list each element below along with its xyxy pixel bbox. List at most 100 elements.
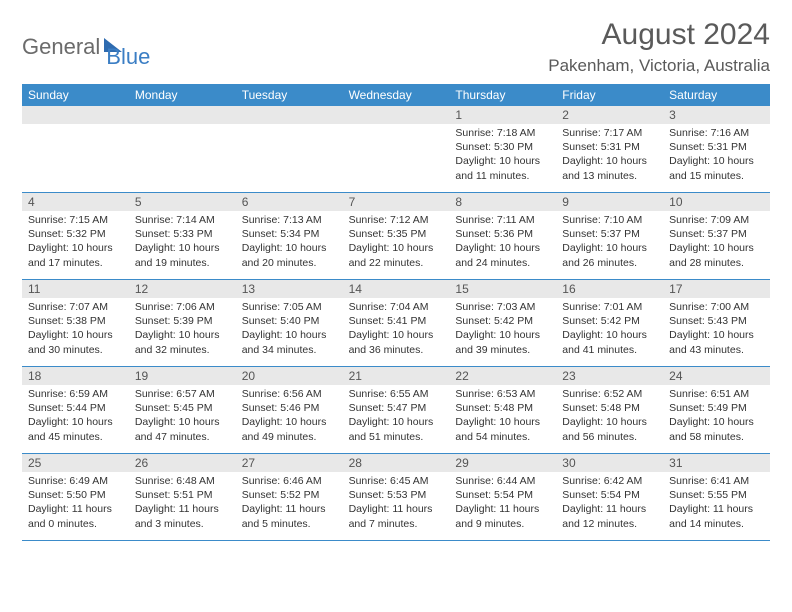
- sunrise-text: Sunrise: 7:11 AM: [455, 213, 550, 227]
- daylight-text: Daylight: 11 hours and 5 minutes.: [242, 502, 337, 530]
- day-cell: 25Sunrise: 6:49 AMSunset: 5:50 PMDayligh…: [22, 454, 129, 540]
- sunrise-text: Sunrise: 6:53 AM: [455, 387, 550, 401]
- day-details: Sunrise: 7:16 AMSunset: 5:31 PMDaylight:…: [663, 124, 770, 187]
- sunrise-text: Sunrise: 7:00 AM: [669, 300, 764, 314]
- day-cell: 9Sunrise: 7:10 AMSunset: 5:37 PMDaylight…: [556, 193, 663, 279]
- daylight-text: Daylight: 10 hours and 17 minutes.: [28, 241, 123, 269]
- sunrise-text: Sunrise: 6:56 AM: [242, 387, 337, 401]
- day-number: 30: [556, 454, 663, 472]
- day-details: Sunrise: 7:15 AMSunset: 5:32 PMDaylight:…: [22, 211, 129, 274]
- daylight-text: Daylight: 11 hours and 0 minutes.: [28, 502, 123, 530]
- sunrise-text: Sunrise: 6:49 AM: [28, 474, 123, 488]
- day-number: 31: [663, 454, 770, 472]
- day-number: 9: [556, 193, 663, 211]
- day-number: 20: [236, 367, 343, 385]
- day-number: 25: [22, 454, 129, 472]
- sunrise-text: Sunrise: 6:41 AM: [669, 474, 764, 488]
- weekday-wednesday: Wednesday: [343, 84, 450, 106]
- day-details: Sunrise: 7:17 AMSunset: 5:31 PMDaylight:…: [556, 124, 663, 187]
- sunset-text: Sunset: 5:46 PM: [242, 401, 337, 415]
- day-cell: [236, 106, 343, 192]
- day-number: 10: [663, 193, 770, 211]
- sunrise-text: Sunrise: 7:05 AM: [242, 300, 337, 314]
- weekday-monday: Monday: [129, 84, 236, 106]
- day-number: [22, 106, 129, 124]
- sunset-text: Sunset: 5:41 PM: [349, 314, 444, 328]
- day-number: 8: [449, 193, 556, 211]
- sunrise-text: Sunrise: 7:13 AM: [242, 213, 337, 227]
- sunset-text: Sunset: 5:39 PM: [135, 314, 230, 328]
- sunset-text: Sunset: 5:37 PM: [562, 227, 657, 241]
- day-cell: 23Sunrise: 6:52 AMSunset: 5:48 PMDayligh…: [556, 367, 663, 453]
- weekday-sunday: Sunday: [22, 84, 129, 106]
- day-cell: 22Sunrise: 6:53 AMSunset: 5:48 PMDayligh…: [449, 367, 556, 453]
- weekday-header-row: Sunday Monday Tuesday Wednesday Thursday…: [22, 84, 770, 106]
- week-row: 25Sunrise: 6:49 AMSunset: 5:50 PMDayligh…: [22, 454, 770, 541]
- day-details: Sunrise: 6:46 AMSunset: 5:52 PMDaylight:…: [236, 472, 343, 535]
- day-number: 26: [129, 454, 236, 472]
- sunrise-text: Sunrise: 6:48 AM: [135, 474, 230, 488]
- day-number: 14: [343, 280, 450, 298]
- sunset-text: Sunset: 5:48 PM: [562, 401, 657, 415]
- day-number: [343, 106, 450, 124]
- day-details: Sunrise: 6:49 AMSunset: 5:50 PMDaylight:…: [22, 472, 129, 535]
- daylight-text: Daylight: 11 hours and 9 minutes.: [455, 502, 550, 530]
- day-details: Sunrise: 6:42 AMSunset: 5:54 PMDaylight:…: [556, 472, 663, 535]
- daylight-text: Daylight: 10 hours and 34 minutes.: [242, 328, 337, 356]
- day-cell: 29Sunrise: 6:44 AMSunset: 5:54 PMDayligh…: [449, 454, 556, 540]
- weeks-container: 1Sunrise: 7:18 AMSunset: 5:30 PMDaylight…: [22, 106, 770, 541]
- daylight-text: Daylight: 10 hours and 43 minutes.: [669, 328, 764, 356]
- daylight-text: Daylight: 10 hours and 13 minutes.: [562, 154, 657, 182]
- day-cell: 30Sunrise: 6:42 AMSunset: 5:54 PMDayligh…: [556, 454, 663, 540]
- day-details: Sunrise: 6:44 AMSunset: 5:54 PMDaylight:…: [449, 472, 556, 535]
- day-number: 11: [22, 280, 129, 298]
- logo-text-general: General: [22, 34, 100, 60]
- day-details: Sunrise: 6:52 AMSunset: 5:48 PMDaylight:…: [556, 385, 663, 448]
- daylight-text: Daylight: 10 hours and 51 minutes.: [349, 415, 444, 443]
- day-number: 18: [22, 367, 129, 385]
- day-details: Sunrise: 7:14 AMSunset: 5:33 PMDaylight:…: [129, 211, 236, 274]
- daylight-text: Daylight: 10 hours and 47 minutes.: [135, 415, 230, 443]
- sunrise-text: Sunrise: 6:45 AM: [349, 474, 444, 488]
- day-number: [236, 106, 343, 124]
- day-number: 27: [236, 454, 343, 472]
- day-details: Sunrise: 7:05 AMSunset: 5:40 PMDaylight:…: [236, 298, 343, 361]
- sunrise-text: Sunrise: 7:18 AM: [455, 126, 550, 140]
- daylight-text: Daylight: 10 hours and 54 minutes.: [455, 415, 550, 443]
- daylight-text: Daylight: 10 hours and 26 minutes.: [562, 241, 657, 269]
- day-details: Sunrise: 6:56 AMSunset: 5:46 PMDaylight:…: [236, 385, 343, 448]
- sunset-text: Sunset: 5:43 PM: [669, 314, 764, 328]
- day-number: 28: [343, 454, 450, 472]
- daylight-text: Daylight: 10 hours and 39 minutes.: [455, 328, 550, 356]
- day-number: 24: [663, 367, 770, 385]
- sunset-text: Sunset: 5:54 PM: [562, 488, 657, 502]
- day-number: 6: [236, 193, 343, 211]
- day-cell: 26Sunrise: 6:48 AMSunset: 5:51 PMDayligh…: [129, 454, 236, 540]
- day-details: Sunrise: 6:53 AMSunset: 5:48 PMDaylight:…: [449, 385, 556, 448]
- day-cell: [343, 106, 450, 192]
- daylight-text: Daylight: 10 hours and 20 minutes.: [242, 241, 337, 269]
- week-row: 18Sunrise: 6:59 AMSunset: 5:44 PMDayligh…: [22, 367, 770, 454]
- daylight-text: Daylight: 10 hours and 41 minutes.: [562, 328, 657, 356]
- sunset-text: Sunset: 5:35 PM: [349, 227, 444, 241]
- day-details: Sunrise: 6:45 AMSunset: 5:53 PMDaylight:…: [343, 472, 450, 535]
- sunset-text: Sunset: 5:45 PM: [135, 401, 230, 415]
- sunrise-text: Sunrise: 6:57 AM: [135, 387, 230, 401]
- day-details: Sunrise: 7:01 AMSunset: 5:42 PMDaylight:…: [556, 298, 663, 361]
- daylight-text: Daylight: 11 hours and 14 minutes.: [669, 502, 764, 530]
- sunrise-text: Sunrise: 7:12 AM: [349, 213, 444, 227]
- day-details: Sunrise: 6:41 AMSunset: 5:55 PMDaylight:…: [663, 472, 770, 535]
- day-cell: 17Sunrise: 7:00 AMSunset: 5:43 PMDayligh…: [663, 280, 770, 366]
- daylight-text: Daylight: 10 hours and 32 minutes.: [135, 328, 230, 356]
- sunset-text: Sunset: 5:36 PM: [455, 227, 550, 241]
- sunset-text: Sunset: 5:31 PM: [669, 140, 764, 154]
- sunset-text: Sunset: 5:33 PM: [135, 227, 230, 241]
- day-number: 19: [129, 367, 236, 385]
- day-details: Sunrise: 7:12 AMSunset: 5:35 PMDaylight:…: [343, 211, 450, 274]
- day-number: 13: [236, 280, 343, 298]
- day-number: 5: [129, 193, 236, 211]
- sunrise-text: Sunrise: 7:15 AM: [28, 213, 123, 227]
- sunrise-text: Sunrise: 6:51 AM: [669, 387, 764, 401]
- sunset-text: Sunset: 5:48 PM: [455, 401, 550, 415]
- sunrise-text: Sunrise: 6:44 AM: [455, 474, 550, 488]
